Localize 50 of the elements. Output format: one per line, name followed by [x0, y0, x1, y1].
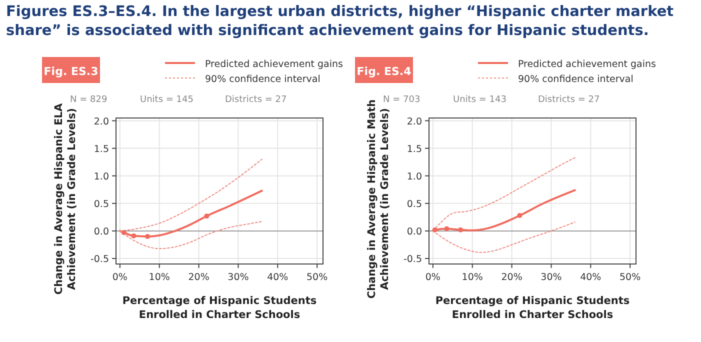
chart-title: Figures ES.3–ES.4. In the largest urban districts, higher “Hispanic charter market share” is associated with significant achievement gains for Hispanic students.: [6, 4, 674, 39]
line-series: [118, 190, 263, 238]
chart-subtitle: Fig. ES.3: [44, 65, 98, 78]
text: Districts = 27: [538, 95, 600, 105]
x-tick-label: 10%: [462, 272, 483, 283]
y-tick-label: 1.5: [94, 144, 109, 155]
y-tick-label: 1.0: [406, 171, 422, 182]
y-tick-label: 0.5: [94, 198, 109, 210]
x-tick-label: 30%: [228, 272, 249, 283]
x-tick-label: 0%: [112, 272, 128, 283]
x-tick-label: 10%: [148, 272, 170, 283]
y-tick-label: 0.0: [406, 226, 422, 238]
x-tick-label: 30%: [540, 272, 562, 283]
x-tick-label: 0%: [425, 272, 440, 283]
point: [131, 233, 136, 238]
point: [458, 227, 464, 232]
legend-label: 90% confidence interval: [518, 74, 634, 85]
line-series: [432, 189, 576, 232]
text: N = 703: [383, 95, 420, 105]
text: Units = 145: [140, 95, 194, 105]
x-tick-label: 50%: [306, 272, 328, 283]
text: N = 829: [70, 95, 108, 105]
legend-label: Predicted achievement gains: [205, 59, 344, 70]
text: Units = 143: [453, 95, 506, 105]
x-tick-label: 40%: [267, 272, 288, 283]
x-axis-title: Percentage of Hispanic Students Enrolled in Charter Schools: [122, 295, 317, 321]
point: [204, 214, 210, 219]
y-tick-label: -0.5: [90, 254, 109, 265]
x-tick-label: 20%: [501, 272, 522, 283]
y-tick-label: 1.5: [406, 144, 422, 155]
point: [145, 234, 150, 239]
point: [444, 226, 450, 232]
x-axis-title: Percentage of Hispanic Students Enrolled in Charter Schools: [435, 295, 630, 321]
x-tick-label: 40%: [580, 272, 602, 283]
x-tick-label: 20%: [188, 272, 210, 283]
y-tick-label: 2.0: [406, 116, 422, 128]
y-axis-title: Change in Average Hispanic ELA Achievement (in Grade Levels): [53, 102, 78, 295]
chart-subtitle: Fig. ES.4: [356, 65, 412, 78]
y-tick-label: 0.5: [406, 198, 422, 210]
legend-label: Predicted achievement gains: [518, 59, 656, 70]
point: [121, 230, 126, 236]
point: [517, 213, 522, 218]
y-tick-label: 2.0: [94, 116, 109, 128]
y-tick-label: -0.5: [403, 254, 422, 265]
y-tick-label: 0.0: [94, 226, 109, 238]
point: [432, 227, 438, 232]
y-tick-label: 1.0: [94, 171, 109, 182]
legend-label: 90% confidence interval: [205, 74, 320, 85]
text: Districts = 27: [225, 95, 287, 105]
x-tick-label: 50%: [620, 272, 641, 283]
